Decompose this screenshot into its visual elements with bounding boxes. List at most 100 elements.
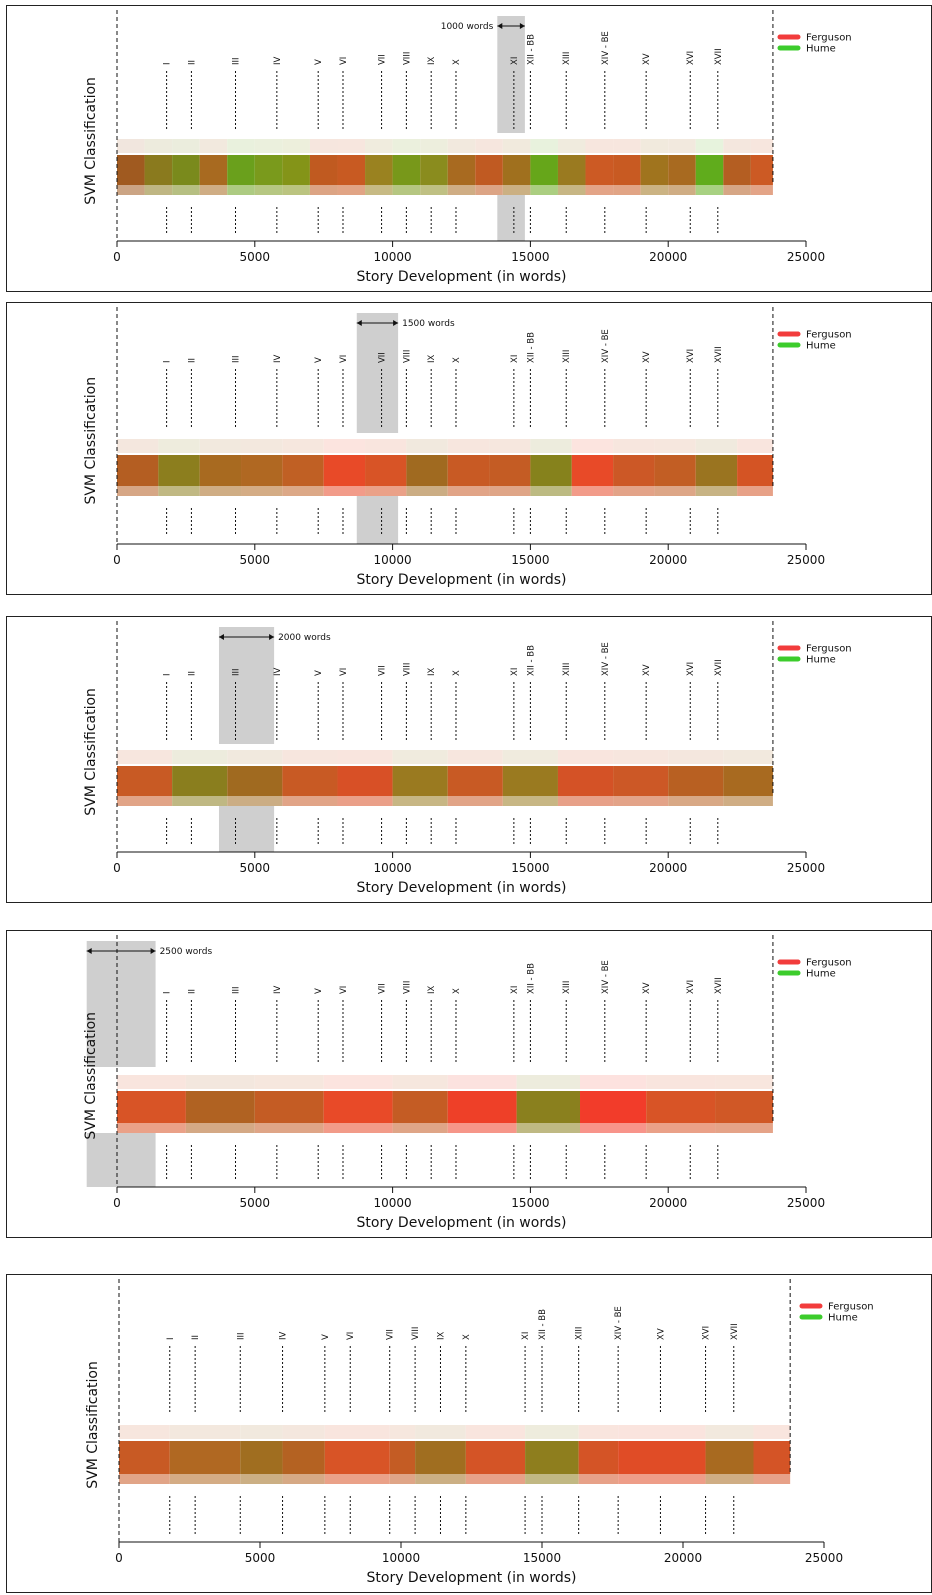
heatmap-cell (365, 455, 407, 486)
chapter-label: VI (339, 668, 349, 676)
heatmap-cell (254, 155, 283, 185)
chapter-label: VI (346, 1332, 356, 1340)
x-tick-label: 20000 (664, 1551, 702, 1565)
heatmap-cell (323, 1091, 393, 1123)
heatmap-cell-lower (117, 185, 145, 195)
x-tick-label: 0 (113, 250, 121, 264)
heatmap-cell (158, 455, 200, 486)
heatmap-cell-lower (365, 486, 407, 496)
heatmap-cell-lower (282, 185, 310, 195)
window-arrowhead-left (497, 23, 503, 29)
chapter-label: XV (642, 664, 652, 676)
legend-label: Hume (828, 1313, 858, 1324)
heatmap-cell-lower (489, 486, 531, 496)
heatmap-cell-upper (668, 750, 724, 764)
heatmap-cell (654, 455, 696, 486)
heatmap-cell-lower (365, 185, 393, 195)
heatmap-cell-upper (489, 439, 531, 453)
heatmap-cell (557, 155, 586, 185)
heatmap-cell (723, 766, 773, 796)
heatmap-cell (117, 455, 159, 486)
chapter-label: XIII (562, 663, 572, 676)
chapter-label: VIII (402, 52, 412, 65)
heatmap-cell-lower (324, 1474, 390, 1484)
heatmap-cell (613, 155, 641, 185)
chapter-label: VI (339, 986, 349, 994)
heatmap-cell-lower (750, 185, 773, 195)
chapter-label: X (452, 670, 462, 676)
heatmap-cell-lower (737, 486, 773, 496)
window-size-label: 1000 words (441, 22, 494, 32)
chapter-label: XIII (575, 1327, 585, 1340)
x-axis-title: Story Development (in words) (357, 1215, 567, 1231)
heatmap-cell-upper (227, 139, 255, 153)
chapter-label: III (236, 1332, 246, 1340)
x-tick-label: 25000 (787, 1196, 825, 1210)
heatmap-cell (254, 1091, 324, 1123)
heatmap-cell-upper (117, 750, 173, 764)
heatmap-cell (389, 1441, 416, 1474)
heatmap-cell-upper (640, 139, 669, 153)
heatmap-cell (240, 1441, 283, 1474)
x-tick-label: 15000 (511, 553, 549, 567)
chapter-label: VII (386, 1329, 396, 1340)
chapter-label: XIII (562, 981, 572, 994)
chapter-label: IX (436, 1331, 446, 1340)
heatmap-cell-lower (502, 185, 531, 195)
heatmap-cell-lower (169, 1474, 241, 1484)
legend-label: Hume (806, 44, 836, 55)
heatmap-cell (169, 1441, 241, 1474)
heatmap-cell-upper (530, 139, 558, 153)
heatmap-cell-lower (613, 185, 641, 195)
heatmap-cell-upper (337, 139, 366, 153)
heatmap-cell (323, 455, 366, 486)
heatmap-cell-upper (695, 439, 738, 453)
heatmap-cell-lower (323, 1123, 393, 1133)
chapter-label: XVII (714, 346, 724, 363)
chapter-label: IX (427, 985, 437, 994)
chapter-label: XIV - BE (614, 1306, 624, 1340)
heatmap-cell-lower (254, 1123, 324, 1133)
heatmap-cell-lower (282, 486, 324, 496)
legend-label: Ferguson (806, 330, 852, 341)
heatmap-cell-upper (646, 1075, 716, 1089)
heatmap-cell-lower (530, 486, 572, 496)
heatmap-cell (282, 766, 338, 796)
heatmap-cell-upper (392, 1075, 448, 1089)
chapter-label: II (187, 358, 197, 363)
x-tick-label: 25000 (787, 553, 825, 567)
heatmap-cell-lower (199, 486, 242, 496)
chapter-label: V (314, 988, 324, 994)
heatmap-cell (144, 155, 173, 185)
heatmap-cell (117, 155, 145, 185)
chapter-label: I (166, 1337, 176, 1340)
x-tick-label: 10000 (374, 553, 412, 567)
heatmap-cell-lower (119, 1474, 170, 1484)
window-highlight-lower (497, 195, 525, 241)
heatmap-cell (309, 155, 338, 185)
chapter-label: IX (427, 56, 437, 65)
heatmap-cell-upper (475, 139, 503, 153)
heatmap-cell-lower (337, 796, 393, 806)
heatmap-cell (241, 455, 283, 486)
chapter-label: VII (378, 983, 388, 994)
heatmap-cell (227, 766, 283, 796)
x-axis-title: Story Development (in words) (357, 269, 567, 285)
heatmap-cell-upper (117, 139, 145, 153)
heatmap-cell-upper (750, 139, 773, 153)
heatmap-cell-lower (241, 486, 283, 496)
chapter-label: XII - BB (526, 963, 536, 994)
heatmap-cell-upper (723, 139, 751, 153)
heatmap-cell-lower (580, 1123, 647, 1133)
heatmap-cell-upper (753, 1425, 791, 1439)
chapter-label: XI (510, 57, 520, 65)
heatmap-cell-upper (557, 750, 614, 764)
chapter-label: IV (273, 354, 283, 363)
x-tick-label: 15000 (523, 1551, 561, 1565)
heatmap-cell-lower (668, 796, 724, 806)
heatmap-cell (613, 766, 669, 796)
heatmap-cell-lower (240, 1474, 283, 1484)
chapter-label: XIII (562, 350, 572, 363)
